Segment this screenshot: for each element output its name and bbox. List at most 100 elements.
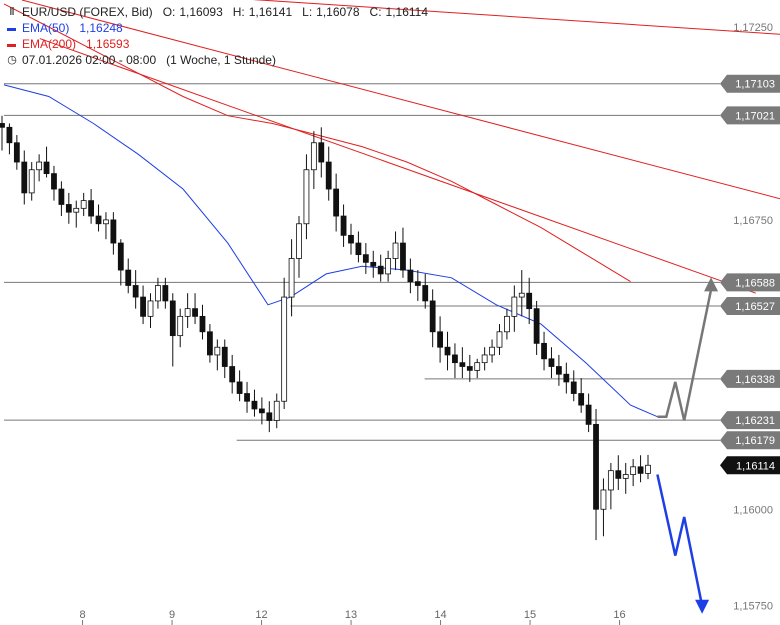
candle-body bbox=[36, 161, 43, 171]
candle-body bbox=[281, 296, 288, 402]
candle-body bbox=[214, 346, 221, 356]
candle-body bbox=[496, 331, 503, 348]
period-range: 07.01.2026 02:00 - 08:00 bbox=[22, 53, 157, 67]
candle-body bbox=[310, 142, 317, 171]
candle-body bbox=[504, 315, 510, 333]
ema200-label: EMA(200) bbox=[22, 37, 77, 51]
level-price-label-bg bbox=[720, 369, 780, 388]
ema200-swatch bbox=[6, 36, 18, 52]
candle-body bbox=[630, 466, 637, 475]
last-price-label: 1,16114 bbox=[736, 460, 775, 472]
candle-body bbox=[466, 366, 473, 371]
candle-body bbox=[221, 346, 228, 367]
candle-body bbox=[422, 285, 429, 302]
trend-line bbox=[39, 38, 756, 294]
last-price-label-bg bbox=[720, 456, 780, 475]
candle-body bbox=[555, 366, 562, 375]
clock-icon: ◷ bbox=[7, 54, 17, 66]
candle-body bbox=[288, 258, 295, 298]
ohlc-low-label: L: bbox=[302, 5, 313, 19]
period-note: (1 Woche, 1 Stunde) bbox=[166, 53, 276, 67]
instrument-name: EUR/USD (FOREX, Bid) bbox=[22, 5, 153, 19]
candle-body bbox=[273, 400, 280, 421]
candle-body bbox=[0, 123, 5, 128]
candle-body bbox=[236, 381, 243, 394]
candle-body bbox=[296, 223, 302, 259]
candle-body bbox=[348, 234, 354, 244]
candle-body bbox=[28, 169, 35, 194]
candle-body bbox=[615, 470, 622, 479]
ohlc-low-value: 1,16078 bbox=[316, 5, 360, 19]
candle-body bbox=[207, 331, 213, 356]
candle-body bbox=[645, 464, 651, 474]
candle-body bbox=[155, 285, 161, 302]
candle-body bbox=[80, 200, 87, 209]
candle-body bbox=[607, 470, 614, 491]
scenario-down-path bbox=[656, 474, 704, 606]
candle-body bbox=[258, 408, 265, 414]
candle-body bbox=[244, 393, 250, 402]
ema200-line bbox=[3, 3, 631, 283]
candle-body bbox=[355, 242, 362, 256]
candlestick-icon: Ⅱ bbox=[9, 6, 15, 18]
instrument-row: Ⅱ EUR/USD (FOREX, Bid) O: 1,16093 H: 1,1… bbox=[6, 4, 428, 20]
candle-body bbox=[585, 404, 592, 425]
candle-body bbox=[88, 200, 95, 217]
candle-body bbox=[147, 300, 154, 317]
candle-body bbox=[51, 173, 57, 190]
y-tick-label: 1,17250 bbox=[733, 22, 773, 34]
candle-body bbox=[533, 308, 540, 344]
candle-body bbox=[548, 358, 555, 367]
candle-body bbox=[169, 300, 176, 337]
x-tick-label: 8 bbox=[79, 609, 85, 621]
candle-body bbox=[385, 258, 392, 275]
ema50-row: EMA(50) 1,16248 bbox=[6, 20, 428, 36]
ema200-value: 1,16593 bbox=[86, 37, 130, 51]
level-price-label-bg bbox=[720, 411, 780, 430]
ohlc-high-label: H: bbox=[232, 5, 245, 19]
candle-body bbox=[251, 400, 258, 410]
candle-body bbox=[184, 308, 191, 317]
candle-body bbox=[444, 346, 451, 356]
candle-body bbox=[563, 373, 570, 383]
candle-body bbox=[362, 254, 369, 263]
candle-body bbox=[125, 269, 132, 286]
trend-line bbox=[252, 0, 780, 35]
x-tick-label: 15 bbox=[524, 609, 536, 621]
candle-body bbox=[511, 296, 518, 317]
candle-body bbox=[429, 300, 436, 333]
candle-body bbox=[303, 169, 310, 225]
candle-body bbox=[229, 366, 236, 383]
level-price-label-bg bbox=[720, 273, 780, 292]
candle-body bbox=[407, 269, 414, 283]
level-price-label: 1,17021 bbox=[735, 110, 775, 122]
candle-body bbox=[43, 161, 50, 175]
ema50-value: 1,16248 bbox=[79, 21, 123, 35]
candle-body bbox=[452, 354, 458, 364]
ohlc-open-label: O: bbox=[162, 5, 176, 19]
candle-body bbox=[6, 126, 13, 144]
ohlc-open-value: 1,16093 bbox=[179, 5, 223, 19]
candle-body bbox=[73, 207, 80, 213]
scenario-up-path bbox=[657, 289, 713, 421]
scenario-up-arrowhead bbox=[704, 277, 719, 292]
candle-body bbox=[600, 489, 607, 510]
candle-body bbox=[541, 342, 547, 360]
level-price-label: 1,16527 bbox=[735, 301, 775, 313]
period-row: ◷ 07.01.2026 02:00 - 08:00 (1 Woche, 1 S… bbox=[6, 52, 428, 68]
level-price-label: 1,16338 bbox=[735, 374, 775, 386]
level-price-label: 1,16179 bbox=[735, 435, 775, 447]
level-price-label-bg bbox=[720, 106, 780, 125]
level-price-label: 1,16231 bbox=[735, 415, 775, 427]
candle-body bbox=[414, 281, 421, 286]
candle-body bbox=[526, 292, 533, 310]
x-tick-label: 14 bbox=[434, 609, 446, 621]
ohlc-close-label: C: bbox=[369, 5, 382, 19]
ohlc-close-value: 1,16114 bbox=[385, 5, 429, 19]
candle-body bbox=[459, 362, 466, 367]
ema50-label: EMA(50) bbox=[22, 21, 70, 35]
ema50-swatch bbox=[6, 20, 18, 36]
ema200-row: EMA(200) 1,16593 bbox=[6, 36, 428, 52]
candle-body bbox=[622, 474, 629, 479]
